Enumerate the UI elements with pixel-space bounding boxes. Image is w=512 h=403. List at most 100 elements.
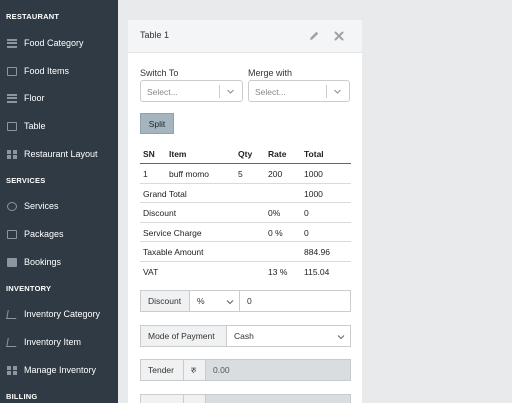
chevron-down-icon <box>226 300 234 305</box>
change-group: Change रु 0.00 <box>140 394 351 403</box>
sidebar-item-food-category[interactable]: Food Category <box>0 31 118 55</box>
box-icon <box>7 229 17 239</box>
summary-row-vat: VAT 13 % 115.04 <box>140 262 351 282</box>
sidebar-item-label: Bookings <box>24 257 62 267</box>
summary-total: 115.04 <box>304 266 330 277</box>
sidebar-item-packages[interactable]: Packages <box>0 222 118 246</box>
section-restaurant: RESTAURANT <box>6 12 60 21</box>
sidebar-item-food-items[interactable]: Food Items <box>0 59 118 83</box>
sidebar-item-bookings[interactable]: Bookings <box>0 250 118 274</box>
discount-label: Discount <box>140 290 190 312</box>
row-rate: 200 <box>268 169 283 179</box>
switch-to-select[interactable]: Select... <box>140 80 243 102</box>
sidebar-item-manage-inventory[interactable]: Manage Inventory <box>0 358 118 382</box>
sidebar-item-label: Packages <box>24 229 64 239</box>
document-icon <box>7 257 17 267</box>
summary-label: Service Charge <box>143 227 202 238</box>
switch-to-placeholder: Select... <box>147 87 178 97</box>
row-item: buff momo <box>169 169 210 179</box>
payment-group: Mode of Payment Cash <box>140 325 351 347</box>
tender-group: Tender रु 0.00 <box>140 359 351 381</box>
summary-total: 884.96 <box>304 247 330 257</box>
section-billing: BILLING <box>6 392 38 401</box>
chevron-down-icon <box>334 89 341 94</box>
grid-icon <box>7 149 17 159</box>
sidebar-item-floor[interactable]: Floor <box>0 86 118 110</box>
sidebar-item-label: Services <box>24 201 59 211</box>
edit-icon[interactable] <box>308 30 320 42</box>
merge-with-select[interactable]: Select... <box>248 80 350 102</box>
summary-rate: 0% <box>268 208 281 218</box>
split-button[interactable]: Split <box>140 113 174 134</box>
summary-label: VAT <box>143 266 159 277</box>
summary-total: 0 <box>304 227 309 238</box>
sidebar-item-label: Food Category <box>24 38 84 48</box>
merge-with-label: Merge with <box>248 68 293 78</box>
sidebar-item-label: Inventory Category <box>24 309 101 319</box>
change-label: Change <box>140 394 184 403</box>
discount-group: Discount % 0 <box>140 290 351 312</box>
panel-title: Table 1 <box>140 30 170 40</box>
sidebar-item-label: Manage Inventory <box>24 365 97 375</box>
sidebar-item-label: Floor <box>24 93 45 103</box>
summary-total: 1000 <box>304 188 323 199</box>
sidebar-item-restaurant-layout[interactable]: Restaurant Layout <box>0 142 118 166</box>
table-row: 1 buff momo 5 200 1000 <box>140 164 351 184</box>
sidebar-item-label: Food Items <box>24 66 70 76</box>
column-header-rate: Rate <box>268 149 287 159</box>
sidebar: RESTAURANT Food Category Food Items Floo… <box>0 0 118 403</box>
sidebar-item-inventory-item[interactable]: Inventory Item <box>0 330 118 354</box>
list-icon <box>7 93 17 103</box>
column-header-item: Item <box>169 149 187 159</box>
summary-row-discount: Discount 0% 0 <box>140 203 351 223</box>
discount-unit-value: % <box>197 296 205 306</box>
switch-to-label: Switch To <box>140 68 179 78</box>
discount-unit-select[interactable]: % <box>189 290 240 312</box>
section-inventory: INVENTORY <box>6 284 52 293</box>
section-services: SERVICES <box>6 176 46 185</box>
table-header-row: SN Item Qty Rate Total <box>140 144 351 164</box>
chevron-down-icon <box>337 335 345 340</box>
row-qty: 5 <box>238 169 243 179</box>
sidebar-item-services[interactable]: Services <box>0 194 118 218</box>
sidebar-item-inventory-category[interactable]: Inventory Category <box>0 302 118 326</box>
summary-rate: 0 % <box>268 227 283 238</box>
summary-row-service-charge: Service Charge 0 % 0 <box>140 223 351 242</box>
select-separator <box>326 85 327 98</box>
tender-input[interactable]: 0.00 <box>205 359 351 381</box>
payment-label: Mode of Payment <box>140 325 227 347</box>
tender-label: Tender <box>140 359 184 381</box>
list-icon <box>7 38 17 48</box>
panel-header: Table 1 <box>128 20 362 53</box>
column-header-total: Total <box>304 149 324 159</box>
summary-label: Grand Total <box>143 188 187 199</box>
summary-rate: 13 % <box>268 266 288 277</box>
cart-icon <box>6 309 18 319</box>
row-sn: 1 <box>143 169 148 179</box>
change-input[interactable]: 0.00 <box>205 394 351 403</box>
discount-value-input[interactable]: 0 <box>239 290 351 312</box>
gear-icon <box>7 201 17 211</box>
summary-label: Discount <box>143 208 177 218</box>
close-icon[interactable] <box>333 30 345 42</box>
row-total: 1000 <box>304 169 323 179</box>
sidebar-item-label: Restaurant Layout <box>24 149 98 159</box>
column-header-qty: Qty <box>238 149 253 159</box>
table-order-panel: Table 1 Switch To Merge with Select... S… <box>128 20 362 403</box>
building-icon <box>7 66 17 76</box>
grid-icon <box>7 365 17 375</box>
chevron-down-icon <box>227 89 234 94</box>
sidebar-item-table[interactable]: Table <box>0 114 118 138</box>
change-currency: रु <box>183 394 206 403</box>
payment-mode-select[interactable]: Cash <box>226 325 351 347</box>
select-separator <box>219 85 220 98</box>
column-header-sn: SN <box>143 149 155 159</box>
summary-row-grand-total: Grand Total 1000 <box>140 184 351 203</box>
merge-with-placeholder: Select... <box>255 87 286 97</box>
sidebar-item-label: Inventory Item <box>24 337 82 347</box>
sidebar-item-label: Table <box>24 121 46 131</box>
table-icon <box>7 121 17 131</box>
summary-total: 0 <box>304 208 309 218</box>
summary-label: Taxable Amount <box>143 247 204 257</box>
summary-row-taxable-amount: Taxable Amount 884.96 <box>140 242 351 262</box>
